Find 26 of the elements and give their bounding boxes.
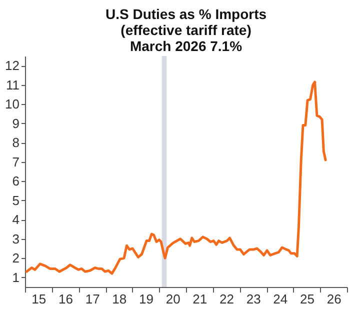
x-tick-label: 18 (112, 292, 127, 306)
y-tick-label: 12 (5, 58, 20, 74)
y-tick-label: 1 (12, 270, 20, 285)
chart-title: U.S Duties as % Imports (effective tariff rate) March 2026 7.1% (105, 6, 267, 54)
line-series (25, 80, 327, 275)
y-tick-label: 3 (12, 231, 20, 246)
x-tick-label: 25 (300, 292, 314, 306)
y-tick-label: 6 (12, 174, 20, 189)
x-tick-label: 19 (139, 292, 154, 306)
y-tick-label: 8 (12, 135, 20, 150)
x-tick-label: 20 (166, 292, 180, 306)
x-tick-label: 24 (273, 292, 288, 306)
y-tick-label: 11 (6, 77, 20, 92)
x-tick-label: 21 (192, 292, 208, 306)
y-tick-label: 5 (12, 192, 20, 208)
x-tick-label: 16 (58, 292, 73, 306)
y-tick-label: 9 (12, 116, 20, 131)
y-tick-label: 7 (12, 154, 20, 170)
x-tick-label: 17 (85, 292, 100, 306)
x-tick-label: 22 (220, 292, 234, 306)
y-tick-label: 2 (12, 250, 20, 266)
y-tick-label: 4 (12, 212, 20, 228)
x-tick-label: 15 (32, 292, 46, 306)
x-tick-label: 26 (326, 292, 342, 306)
x-tick-label: 23 (246, 292, 261, 306)
y-tick-label: 10 (5, 96, 20, 112)
